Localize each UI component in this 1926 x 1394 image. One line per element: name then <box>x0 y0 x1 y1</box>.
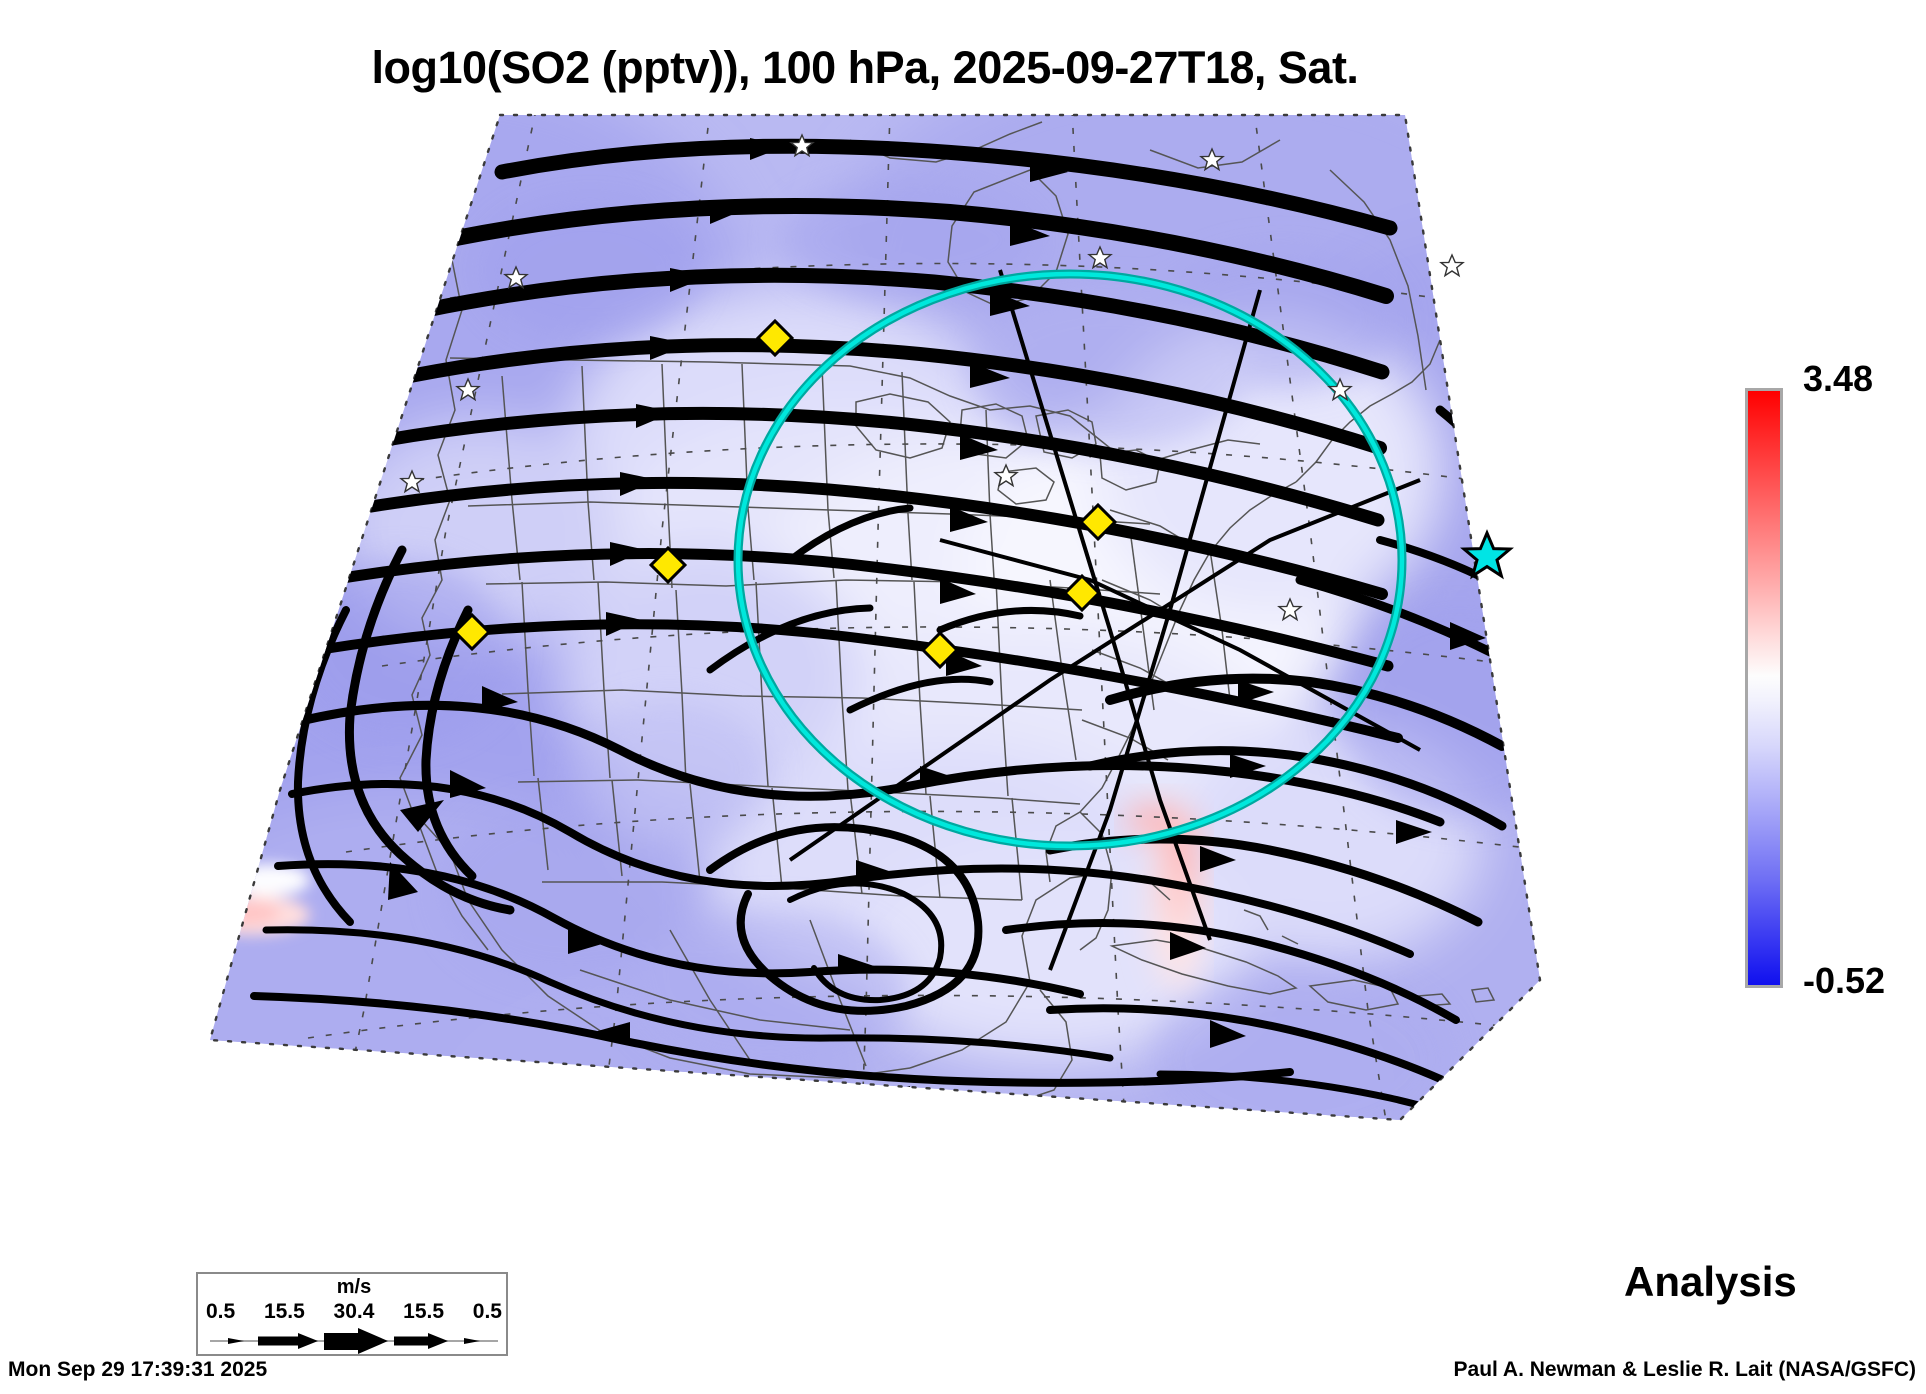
wind-key-arrow-scale <box>206 1328 502 1354</box>
wind-key-units-label: m/s <box>336 1276 372 1298</box>
flight-track-lines <box>788 269 1421 971</box>
author-credit: Paul A. Newman & Leslie R. Lait (NASA/GS… <box>1453 1358 1916 1381</box>
generation-timestamp: Mon Sep 29 17:39:31 2025 <box>8 1358 268 1381</box>
wind-key-tick-labels: 0.5 15.5 30.4 15.5 0.5 <box>206 1300 502 1324</box>
map-panel[interactable] <box>150 110 1750 1270</box>
colorbar: 3.48 -0.52 <box>1745 358 1885 1001</box>
wind-key-tick: 15.5 <box>403 1300 445 1323</box>
wind-key-tick: 0.5 <box>206 1300 236 1323</box>
station-diamond-markers[interactable] <box>452 318 1118 670</box>
colorbar-max-label: 3.48 <box>1803 358 1874 399</box>
site-star-marker[interactable] <box>1460 529 1514 580</box>
page-title: log10(SO2 (pptv)), 100 hPa, 2025-09-27T1… <box>371 42 1359 93</box>
wind-streamlines <box>250 138 1540 1120</box>
colorbar-min-label: -0.52 <box>1803 960 1886 1001</box>
wind-key-tick: 15.5 <box>263 1300 305 1323</box>
map-boundary <box>208 113 1542 1122</box>
wind-key-tick: 0.5 <box>472 1300 502 1323</box>
wind-key-tick: 30.4 <box>333 1300 375 1323</box>
range-circle <box>733 269 1407 851</box>
wind-speed-key: m/s 0.5 15.5 30.4 15.5 0.5 <box>196 1272 508 1356</box>
analysis-label: Analysis <box>1624 1258 1797 1305</box>
city-star-markers <box>399 133 1465 622</box>
colorbar-gradient <box>1745 388 1783 988</box>
